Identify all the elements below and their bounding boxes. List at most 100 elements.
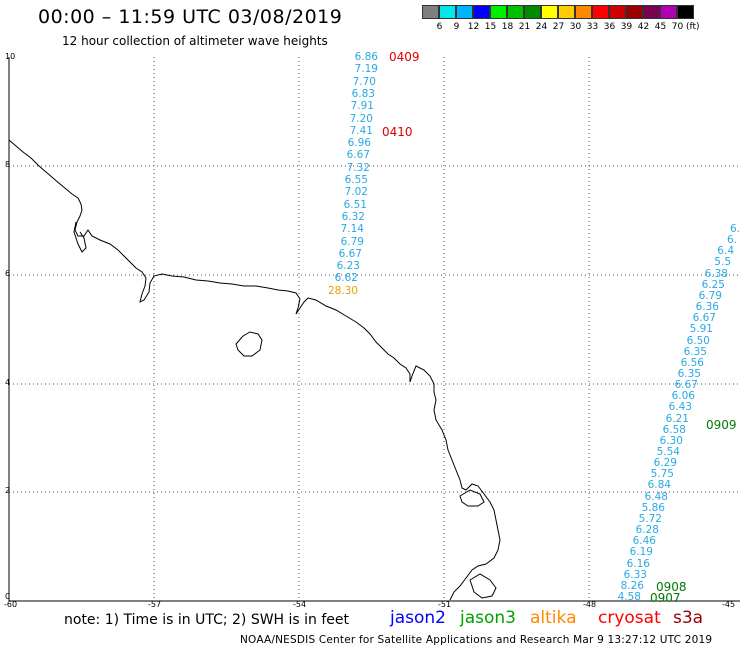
wave-height-value: 6.86	[354, 51, 378, 63]
legend-swatch	[507, 5, 524, 19]
wave-height-value: 6.51	[343, 198, 367, 211]
wave-height-value: 7.41	[349, 124, 373, 137]
pass-time-label: 0409	[389, 50, 420, 64]
legend-swatch	[439, 5, 456, 19]
pass-time-label: 0410	[382, 125, 413, 139]
pass-time-label: 0909	[706, 418, 737, 432]
wave-height-value: 6.83	[351, 87, 375, 100]
lat-label: 8	[5, 160, 11, 169]
legend-label: 24	[535, 22, 548, 32]
wave-height-value: 7.20	[349, 112, 373, 125]
legend-label: 9	[453, 22, 460, 32]
coastline	[8, 139, 501, 601]
wave-height-value: 7.19	[354, 63, 378, 76]
legend-swatch	[541, 5, 558, 19]
satellite-legend-cryosat: cryosat	[598, 608, 661, 628]
lon-label: -48	[583, 600, 597, 609]
legend-label: 70	[671, 22, 684, 32]
wave-height-value: 7.02	[344, 186, 368, 199]
wave-height-value: 6.32	[341, 210, 365, 223]
legend-swatch	[456, 5, 473, 19]
coastline-inland-water	[235, 331, 263, 357]
wave-height-value: 7.32	[346, 161, 370, 174]
legend-label: 42	[637, 22, 650, 32]
page-subtitle: 12 hour collection of altimeter wave hei…	[62, 34, 328, 48]
wave-height-value: 5.75	[650, 468, 674, 481]
legend-swatch	[660, 5, 677, 19]
coastline-river-mouth	[73, 221, 87, 253]
wave-height-value: 6.23	[336, 260, 360, 273]
legend-label: 21	[518, 22, 531, 32]
wave-height-value: 6.35	[683, 345, 707, 358]
wave-height-value: 7.14	[340, 223, 364, 236]
legend-swatch	[473, 5, 490, 19]
lat-label: 2	[5, 486, 11, 495]
lon-label: -45	[722, 600, 736, 609]
satellite-legend-jason2: jason2	[390, 608, 446, 628]
wave-height-value: 6.	[729, 223, 740, 235]
legend-label: 30	[569, 22, 582, 32]
lat-label: 10	[5, 52, 16, 61]
wave-height-value: 8.26	[620, 579, 644, 592]
wave-height-value: 6.67	[674, 379, 698, 392]
wave-height-value: 6.16	[626, 557, 650, 570]
wave-height-value: 6.43	[668, 401, 692, 414]
wave-height-value: 7.91	[350, 100, 374, 113]
wave-height-value-highlight: 28.30	[327, 284, 358, 297]
wave-height-value: 6.46	[632, 535, 656, 548]
wave-height-value: 6.50	[686, 334, 710, 347]
wave-height-value: 6.62	[334, 272, 358, 285]
wave-height-value: 5.5	[714, 256, 731, 269]
coastline-delta-south	[469, 573, 497, 599]
lat-label: 6	[5, 269, 11, 278]
wave-height-value: 6.55	[344, 174, 368, 186]
legend-label: 12	[467, 22, 480, 32]
lon-label: -57	[148, 600, 162, 609]
wave-height-value: 6.84	[647, 479, 671, 492]
legend-swatch	[677, 5, 694, 19]
legend-label: 39	[620, 22, 633, 32]
lat-label: 0	[5, 592, 11, 601]
map-frame	[8, 57, 740, 602]
legend-swatch	[643, 5, 660, 19]
legend-label: 33	[586, 22, 599, 32]
wave-height-value: 6.56	[680, 356, 704, 369]
legend-label: 27	[552, 22, 565, 32]
pass-time-label: 0907	[650, 591, 681, 605]
legend-label: 6	[436, 22, 443, 32]
wave-height-value: 6.29	[653, 457, 677, 470]
wave-height-value: 6.33	[623, 568, 647, 581]
lon-label: -51	[438, 600, 452, 609]
wave-height-value: 5.54	[656, 446, 680, 459]
wave-height-value: 5.72	[638, 512, 662, 525]
legend-swatch	[609, 5, 626, 19]
wave-height-value: 6.67	[692, 312, 716, 325]
wave-height-value: 5.86	[641, 501, 665, 514]
legend-swatch	[490, 5, 507, 19]
wave-height-value: 6.30	[659, 434, 683, 447]
wave-height-value: 6.28	[635, 524, 659, 537]
wave-height-value: 7.70	[352, 75, 376, 88]
lat-label: 4	[5, 378, 11, 387]
coastline-mainland	[8, 139, 501, 601]
satellite-legend-jason3: jason3	[460, 608, 516, 628]
wave-height-value: 6.21	[665, 412, 689, 425]
satellite-legend-altika: altika	[530, 608, 577, 628]
pass-time-label: 0908	[656, 580, 687, 594]
wave-height-value: 6.58	[662, 423, 686, 436]
legend-label: 45	[654, 22, 667, 32]
lon-label: -60	[4, 600, 18, 609]
page-title: 00:00 – 11:59 UTC 03/08/2019	[38, 6, 343, 28]
wave-height-value: 6.4	[717, 245, 734, 258]
legend-unit: (ft)	[686, 22, 700, 32]
wave-height-value: 6.35	[677, 367, 701, 380]
wave-height-value: 6.48	[644, 490, 668, 503]
map-grid	[9, 57, 740, 601]
legend-swatch	[558, 5, 575, 19]
credit-line: NOAA/NESDIS Center for Satellite Applica…	[240, 634, 713, 646]
legend-swatch	[422, 5, 439, 19]
wave-height-value: 6.25	[701, 278, 725, 291]
legend-label: 15	[484, 22, 497, 32]
wave-height-value: 6.36	[695, 301, 719, 314]
